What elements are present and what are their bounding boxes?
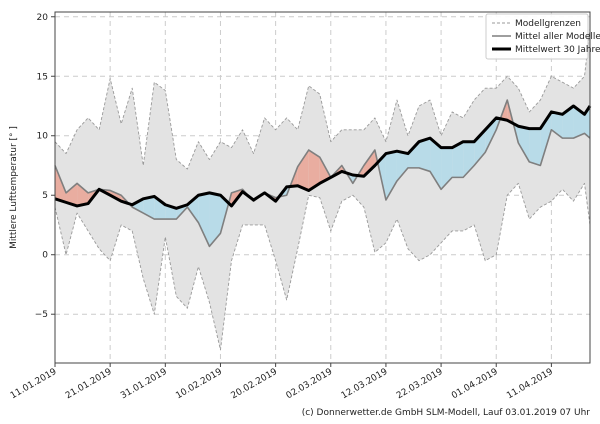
legend-label-clim: Mittelwert 30 Jahre [515, 45, 600, 55]
x-tick-label: 10.02.2019 [174, 367, 224, 402]
legend-label-bounds: Modellgrenzen [515, 19, 581, 29]
warmer-anomaly-area [55, 165, 67, 203]
colder-anomaly-area [474, 129, 486, 166]
model-mean-line [54, 99, 591, 248]
upper-bound-line [54, 28, 591, 170]
warmer-anomaly-area [308, 150, 320, 191]
colder-anomaly-area [154, 196, 166, 220]
warmer-anomaly-area [77, 183, 89, 206]
x-tick-label: 21.01.2019 [64, 367, 114, 402]
colder-anomaly-area [441, 147, 453, 190]
legend: Modellgrenzen Mittel aller Modelle Mitte… [485, 13, 600, 60]
x-tick-label: 11.04.2019 [505, 367, 555, 402]
colder-anomaly-area [529, 128, 541, 166]
y-axis-label: Mittlere Lufttemperatur [° ] [9, 126, 19, 249]
x-tick-label: 02.03.2019 [285, 367, 335, 402]
colder-anomaly-area [143, 196, 155, 220]
x-tick-label: 31.01.2019 [119, 367, 169, 402]
y-tick-label: 10 [37, 132, 49, 142]
warmer-anomaly-area [66, 183, 78, 206]
climate-mean-line [54, 104, 592, 210]
x-tick-label: 01.04.2019 [450, 367, 500, 402]
colder-anomaly-area [463, 141, 475, 178]
colder-anomaly-area [518, 126, 530, 162]
legend-label-model: Mittel aller Modelle [515, 32, 600, 42]
lower-bound-line [54, 182, 591, 351]
warmer-anomaly-area [363, 150, 375, 177]
x-tick-label: 20.02.2019 [229, 367, 279, 402]
copyright-footer: (c) Donnerwetter.de GmbH SLM-Modell, Lau… [302, 408, 591, 418]
colder-anomaly-area [430, 138, 442, 190]
plot-frame [54, 11, 591, 364]
colder-anomaly-area [209, 192, 221, 247]
colder-anomaly-area [132, 198, 144, 214]
y-tick-label: 5 [42, 191, 48, 201]
colder-anomaly-area [452, 141, 464, 178]
colder-anomaly-area [198, 192, 210, 247]
x-tick-label: 11.01.2019 [9, 367, 59, 402]
y-tick-label: 0 [42, 251, 48, 261]
colder-anomaly-area [485, 117, 497, 153]
colder-anomaly-area [407, 141, 420, 168]
legend-box [485, 13, 589, 60]
colder-anomaly-area [396, 151, 408, 181]
y-tick-label: 20 [37, 13, 49, 23]
warmer-anomaly-area [297, 150, 309, 191]
colder-anomaly-area [187, 195, 199, 223]
colder-anomaly-area [385, 151, 397, 200]
colder-anomaly-area [419, 138, 431, 172]
model-range-area [55, 28, 590, 350]
y-tick-label: 15 [37, 72, 48, 82]
x-tick-label: 22.03.2019 [395, 367, 445, 402]
x-tick-label: 12.03.2019 [340, 367, 390, 402]
chart-marks [54, 28, 592, 351]
y-tick-label: −5 [35, 310, 48, 320]
